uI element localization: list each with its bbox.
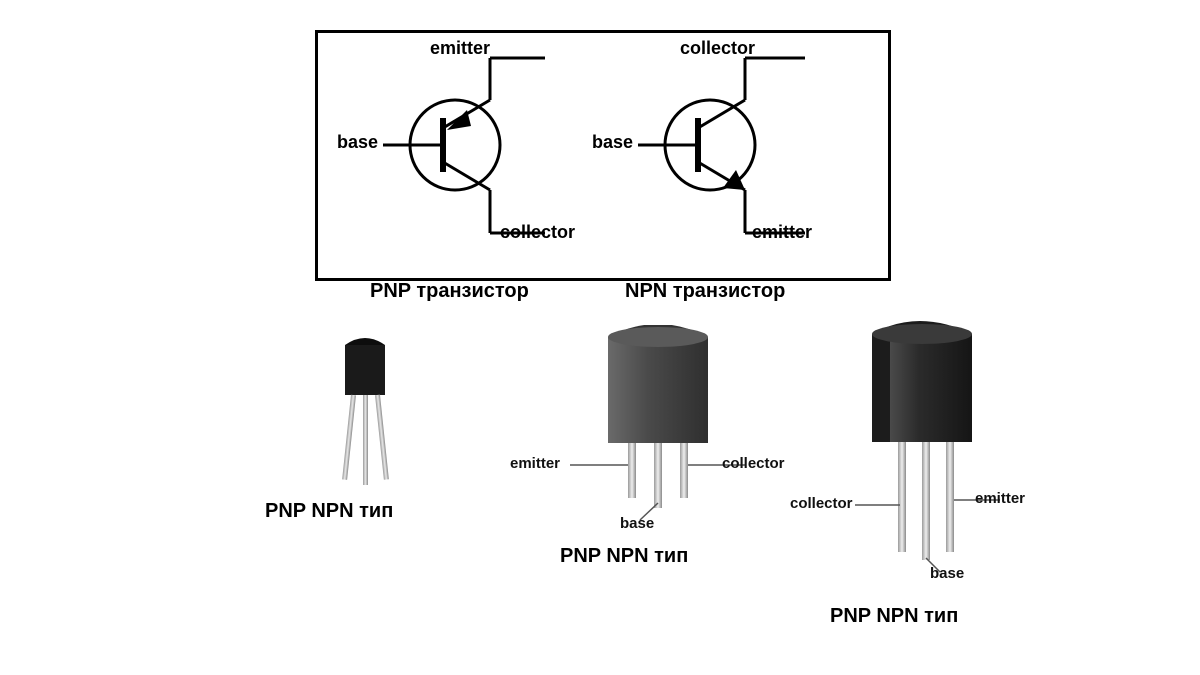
package-small xyxy=(305,335,425,505)
mid-base-label: base xyxy=(620,515,654,532)
package-mid-caption: PNP NPN тип xyxy=(560,545,688,568)
diagram-canvas: emitter base collector collector base em… xyxy=(0,0,1200,675)
npn-caption: NPN транзистор xyxy=(625,280,785,303)
pnp-emitter-label: emitter xyxy=(430,38,490,59)
mid-collector-label: collector xyxy=(722,455,785,472)
pnp-base-label: base xyxy=(337,132,378,153)
npn-schematic xyxy=(590,38,860,268)
npn-base-label: base xyxy=(592,132,633,153)
right-collector-label: collector xyxy=(790,495,853,512)
npn-collector-label: collector xyxy=(680,38,755,59)
mid-emitter-label: emitter xyxy=(510,455,560,472)
pnp-collector-label: collector xyxy=(500,222,575,243)
right-base-label: base xyxy=(930,565,964,582)
pnp-caption: PNP транзистор xyxy=(370,280,529,303)
package-right xyxy=(800,320,1040,580)
package-right-caption: PNP NPN тип xyxy=(830,605,958,628)
package-small-caption: PNP NPN тип xyxy=(265,500,393,523)
npn-emitter-label: emitter xyxy=(752,222,812,243)
right-emitter-label: emitter xyxy=(975,490,1025,507)
